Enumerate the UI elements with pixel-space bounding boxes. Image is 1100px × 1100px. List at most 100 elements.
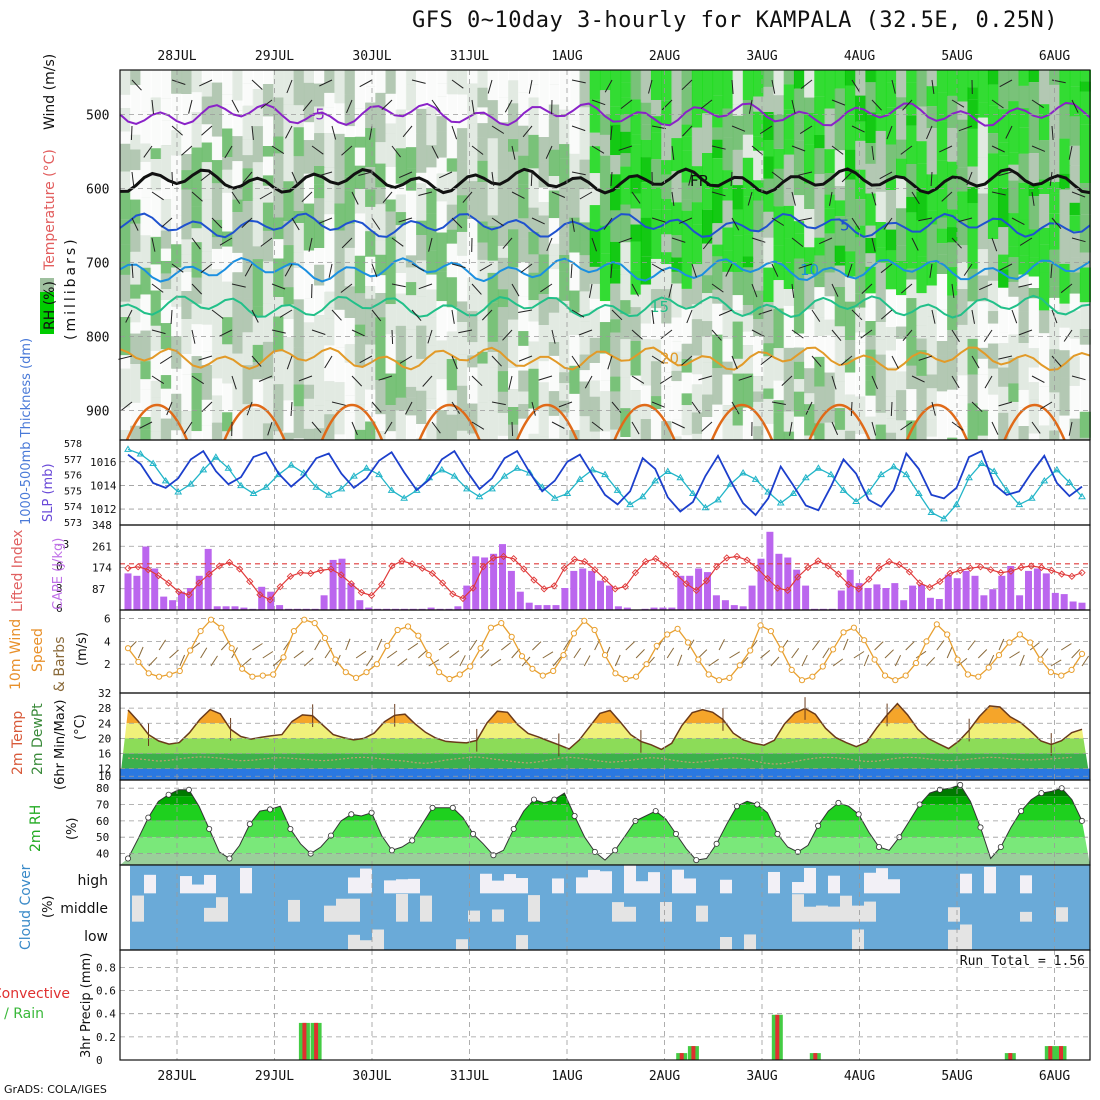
- wind-barb: [382, 191, 393, 204]
- wind-speed-point: [1006, 639, 1013, 646]
- rh-shade-cell: [314, 285, 326, 316]
- rh-shade-cell: [487, 352, 499, 368]
- rh-shade-cell: [906, 239, 918, 269]
- wind-barb: [411, 263, 425, 272]
- rh-shade-cell: [559, 383, 571, 401]
- rh-shade-cell: [691, 412, 703, 434]
- rh-shade-cell: [722, 200, 734, 228]
- rh-shade-cell: [610, 106, 622, 125]
- rh-shade-cell: [671, 235, 683, 258]
- rh-shade-cell: [753, 96, 765, 112]
- rh-shade-cell: [1018, 426, 1030, 440]
- rh-shade-cell: [548, 70, 560, 85]
- cape-bar: [614, 606, 622, 610]
- y-tick-label: 70: [96, 799, 109, 812]
- wind-barb: [607, 355, 613, 370]
- rh-shade-cell: [987, 368, 1000, 395]
- rh-shade-cell: [865, 380, 877, 396]
- rh-shade-cell: [906, 410, 918, 421]
- temp-band-dew: [120, 753, 1090, 769]
- rh-shade-cell: [722, 338, 734, 362]
- wind-barb: [258, 375, 273, 382]
- wind-barb: [811, 640, 820, 651]
- rh-shade-cell: [262, 409, 275, 424]
- rh-shade-cell: [844, 372, 857, 395]
- rh-shade-cell: [242, 105, 254, 140]
- y-tick-label: 0.2: [96, 1031, 116, 1044]
- lifted-index-point: [956, 566, 964, 575]
- wind-barb: [471, 145, 484, 155]
- rh-shade-cell: [681, 405, 693, 436]
- rh-shade-cell: [783, 431, 795, 440]
- cloud-cell: [372, 929, 384, 950]
- rh-shade-cell: [1069, 338, 1081, 357]
- y-tick-label: 800: [86, 330, 109, 345]
- rh-shade-cell: [855, 359, 867, 397]
- rh-shade-cell: [814, 148, 826, 175]
- wind-barb: [850, 401, 853, 417]
- rh-shade-cell: [977, 435, 989, 440]
- rh-shade-cell: [395, 212, 407, 226]
- rh-shade-cell: [855, 262, 867, 294]
- rh-shade-cell: [140, 361, 152, 380]
- rh-shade-cell: [691, 224, 703, 265]
- rh-shade-cell: [232, 161, 244, 187]
- rh-shade-cell: [671, 171, 683, 203]
- rh-shade-cell: [783, 84, 795, 110]
- rh-shade-cell: [977, 193, 989, 224]
- cape-bar: [142, 546, 150, 610]
- rh-shade-cell: [385, 70, 397, 94]
- rh-shade-cell: [1079, 380, 1091, 412]
- wind-barb: [181, 145, 193, 156]
- cape-bar: [356, 600, 364, 610]
- cape-bar: [891, 583, 899, 610]
- rh-point: [591, 848, 598, 855]
- rh-shade-cell: [977, 224, 989, 250]
- rh-shade-cell: [171, 188, 183, 216]
- rh-shade-cell: [120, 171, 132, 190]
- rh-shade-cell: [671, 351, 683, 371]
- rh-shade-cell: [896, 371, 908, 391]
- wind-barb: [511, 145, 516, 160]
- wind-barb: [246, 401, 253, 416]
- wind-barb: [451, 125, 458, 140]
- wind-speed-point: [664, 631, 671, 638]
- rh-shade-cell: [201, 124, 213, 143]
- rh-shade-cell: [885, 250, 897, 290]
- cloud-cell: [324, 905, 336, 922]
- wind-barb: [801, 654, 808, 667]
- rh-shade-cell: [324, 400, 336, 415]
- rh-shade-cell: [548, 176, 560, 191]
- cloud-cell: [480, 873, 492, 894]
- rh-shade-cell: [385, 182, 397, 200]
- rh-shade-cell: [354, 255, 366, 294]
- wind-axis-label: 10m Wind: [8, 619, 24, 690]
- rh-shade-cell: [987, 323, 1000, 344]
- rh-shade-cell: [998, 367, 1010, 387]
- rh-shade-cell: [171, 306, 183, 337]
- rh-shade-cell: [497, 435, 509, 440]
- rh-shade-cell: [150, 70, 162, 98]
- thickness-point: [676, 473, 685, 481]
- rh-shade-cell: [640, 139, 652, 158]
- rh-shade-cell: [211, 303, 224, 330]
- rh-shade-cell: [130, 402, 142, 426]
- rh-shade-cell: [538, 410, 550, 437]
- rh-shade-cell: [783, 139, 795, 155]
- wind-barb: [831, 99, 846, 106]
- rh-shade-cell: [252, 316, 264, 345]
- cloud-cell: [864, 872, 876, 894]
- cloud-cell: [504, 874, 516, 894]
- wind-barb: [1071, 191, 1086, 198]
- wind-barb: [469, 639, 478, 651]
- wind-barb: [591, 421, 604, 431]
- rh-shade-cell: [661, 234, 673, 253]
- thickness-point: [940, 514, 948, 522]
- rh-shade-cell: [150, 350, 162, 370]
- cloud-cell: [396, 893, 408, 922]
- cloud-cell: [336, 898, 348, 922]
- rh-shade-cell: [487, 226, 499, 261]
- cape-bar: [980, 595, 988, 610]
- rh-shade-cell: [416, 108, 428, 134]
